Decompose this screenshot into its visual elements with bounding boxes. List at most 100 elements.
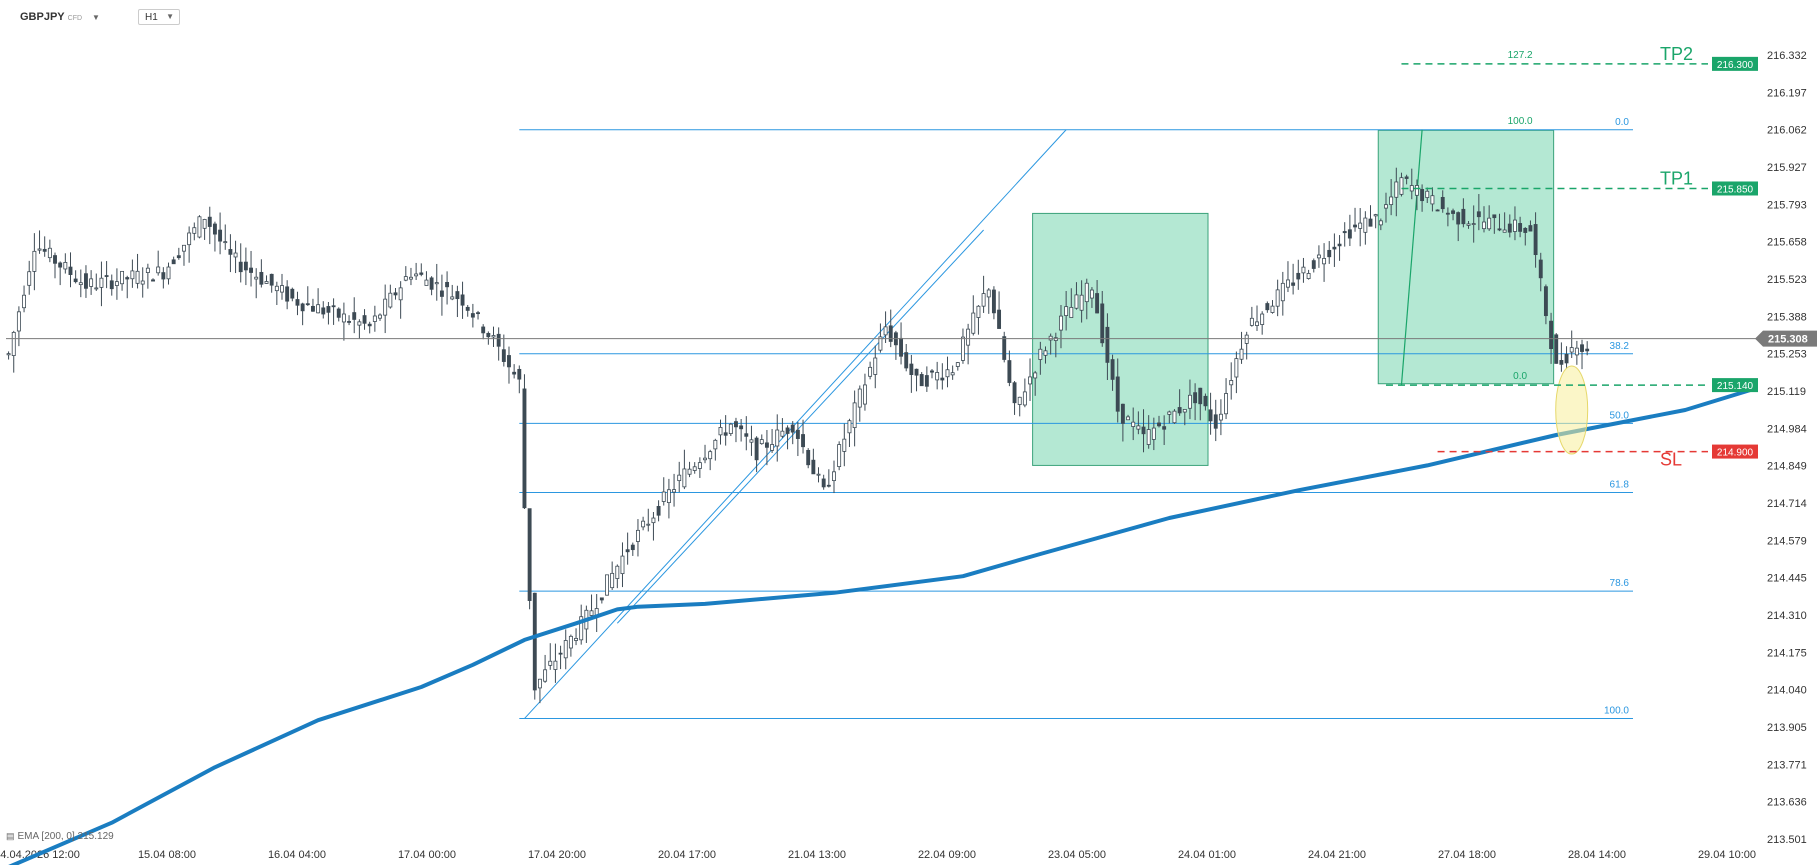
candle-body: [909, 363, 914, 376]
fib-ext-label: 100.0: [1508, 116, 1533, 127]
y-tick-label: 213.501: [1767, 834, 1807, 846]
candle-body: [1126, 416, 1130, 421]
candle-body: [264, 281, 269, 284]
candle-body: [125, 277, 130, 280]
candle-body: [1322, 258, 1327, 265]
candle-body: [832, 471, 836, 482]
candle-body: [739, 425, 744, 430]
x-tick-label: 16.04 04:00: [268, 849, 326, 861]
timeframe-select[interactable]: H1 ▼: [138, 9, 180, 25]
price-tag-label: 215.140: [1717, 381, 1754, 392]
trade-zone-box: [1032, 212, 1209, 466]
candle-body: [1394, 181, 1399, 198]
candle-body: [764, 442, 769, 448]
candle-body: [775, 429, 780, 447]
candle-body: [22, 294, 27, 309]
candle-body: [1440, 196, 1445, 210]
candle-body: [754, 437, 759, 461]
y-tick-label: 214.175: [1767, 647, 1807, 659]
x-tick-label: 22.04 09:00: [918, 849, 976, 861]
candle-body: [357, 321, 362, 326]
candle-body: [1466, 223, 1471, 226]
candle-body: [460, 294, 465, 306]
fib-level-label: 50.0: [1610, 410, 1630, 421]
candle-body: [888, 325, 893, 342]
candle-body: [919, 374, 924, 387]
candle-body: [1554, 334, 1559, 364]
x-tick-label: 29.04 10:00: [1698, 849, 1756, 861]
symbol-selector[interactable]: GBPJPY CFD: [20, 11, 82, 23]
y-tick-label: 215.119: [1767, 386, 1806, 398]
candle-body: [1120, 403, 1125, 424]
x-tick-label: 20.04 17:00: [658, 849, 716, 861]
candle-body: [532, 592, 537, 691]
candle-body: [455, 291, 460, 300]
candle-body: [563, 640, 568, 659]
candle-body: [486, 332, 491, 338]
candle-body: [1022, 391, 1027, 406]
candle-body: [579, 616, 584, 641]
candle-body: [1146, 429, 1151, 445]
candle-body: [372, 315, 377, 322]
candle-body: [321, 307, 326, 315]
candle-body: [1399, 177, 1404, 195]
candle-body: [32, 250, 37, 272]
price-tag: [1712, 56, 1758, 71]
candle-body: [207, 216, 212, 227]
candle-body: [1218, 413, 1223, 421]
candle-body: [1270, 305, 1275, 313]
candle-body: [1043, 350, 1048, 356]
x-tick-label: 24.04 01:00: [1178, 849, 1236, 861]
candle-body: [501, 349, 506, 362]
candle-body: [961, 336, 965, 361]
candle-body: [1296, 272, 1301, 280]
target-label: TP2: [1660, 44, 1693, 64]
chevron-down-icon[interactable]: ▼: [92, 13, 100, 22]
candle-body: [620, 555, 625, 575]
candle-body: [166, 266, 171, 280]
candle-body: [770, 444, 775, 451]
candle-body: [507, 355, 511, 368]
candle-body: [904, 352, 909, 369]
candle-body: [269, 273, 274, 286]
candle-body: [1255, 321, 1259, 326]
candle-body: [187, 232, 192, 246]
candle-body: [1430, 195, 1435, 205]
candle-body: [192, 227, 197, 234]
candle-body: [971, 312, 976, 334]
candle-body: [285, 286, 290, 302]
candle-body: [868, 366, 873, 377]
candle-body: [610, 572, 615, 589]
candle-body: [1518, 223, 1523, 232]
ema-legend-label: EMA [200, 0] 215.129: [17, 831, 114, 842]
fib-ext-label: 0.0: [1513, 371, 1527, 382]
candle-body: [589, 610, 594, 616]
candle-body: [677, 474, 682, 482]
candle-body: [1414, 185, 1419, 196]
candle-body: [914, 368, 919, 376]
y-tick-label: 213.905: [1767, 722, 1807, 734]
indicator-icon: ▤: [6, 831, 15, 841]
candle-body: [295, 299, 300, 306]
candle-body: [63, 262, 68, 270]
candle-body: [1533, 224, 1538, 256]
candle-body: [986, 289, 991, 298]
price-tag: [1712, 444, 1758, 459]
candle-body: [145, 267, 150, 273]
candle-body: [367, 323, 372, 327]
candle-body: [419, 272, 424, 275]
candle-body: [744, 433, 749, 437]
candle-body: [238, 261, 243, 273]
candle-body: [11, 331, 16, 356]
candle-body: [687, 468, 692, 475]
candle-body: [1136, 425, 1141, 430]
candle-body: [1069, 307, 1074, 318]
candle-body: [398, 287, 403, 301]
candle-body: [873, 357, 878, 375]
candle-body: [1177, 407, 1182, 414]
candle-body: [383, 298, 388, 316]
candle-body: [156, 266, 161, 274]
candle-body: [728, 423, 733, 435]
candle-body: [1193, 392, 1198, 404]
